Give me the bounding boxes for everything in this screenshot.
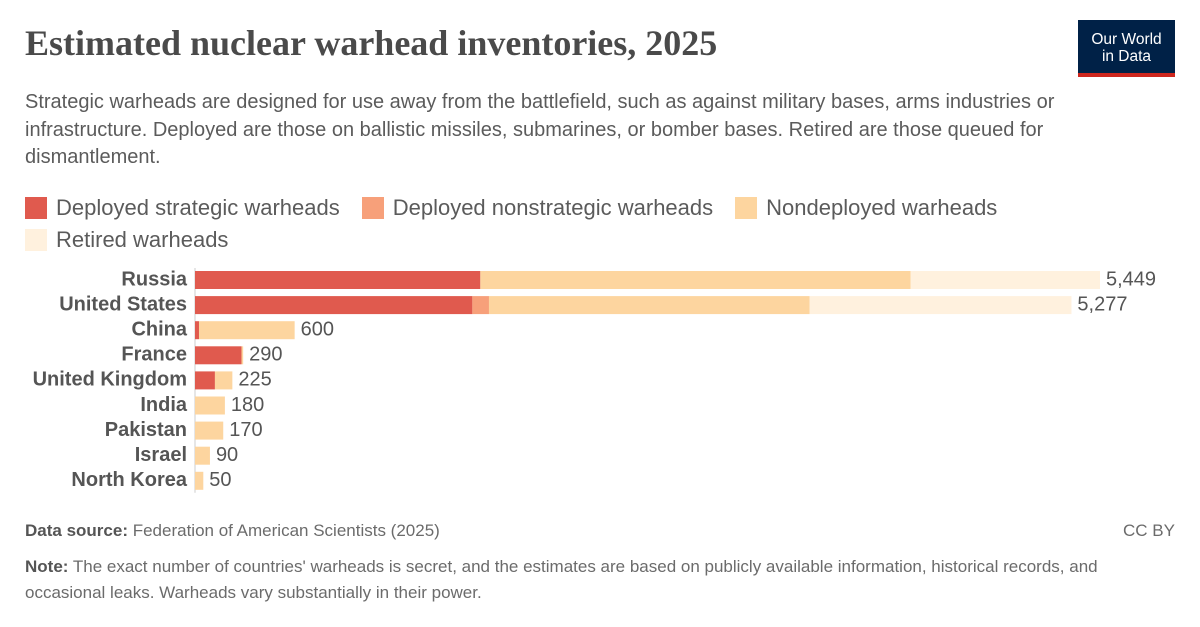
total-label: 170 [229,419,262,441]
source-text: Federation of American Scientists (2025) [132,521,440,540]
bar-segment [195,396,225,415]
category-label: United Kingdom [33,369,187,391]
category-label: Pakistan [105,419,187,441]
total-label: 290 [249,344,282,366]
bar-segment [195,371,215,390]
bar-segment [214,371,233,390]
legend: Deployed strategic warheads Deployed nons… [25,195,1155,253]
chart: Russia 5,449 United States 5,277 China 600 Fra… [33,268,1156,493]
legend-item[interactable]: Retired warheads [25,227,228,253]
legend-item[interactable]: Deployed strategic warheads [25,195,340,221]
bar-segment [195,471,204,490]
total-label: 5,449 [1106,268,1156,290]
legend-label: Deployed strategic warheads [56,195,340,220]
category-label: Russia [121,268,187,290]
logo-line: in Data [1101,48,1152,65]
logo[interactable]: Our World in Data [1078,20,1175,77]
legend-swatch [735,197,758,219]
total-label: 90 [216,444,238,466]
category-label: China [131,318,187,340]
bar-segment [809,296,1072,315]
category-label: Israel [135,444,187,466]
total-label: 5,277 [1077,293,1127,315]
total-label: 180 [231,394,264,416]
bar-segment [195,346,242,365]
bar-segment [480,271,911,289]
bar-segment [195,271,481,289]
legend-swatch [361,197,384,219]
bar-segment [198,321,295,340]
bar-segment [488,296,810,315]
legend-item[interactable]: Nondeployed warheads [735,195,997,221]
legend-item[interactable]: Deployed nonstrategic warheads [361,195,714,221]
bar-segment [195,446,210,465]
category-label: India [140,394,188,416]
license[interactable]: CC BY [1123,521,1175,540]
note: Note: The exact number of countries' war… [25,554,1155,606]
chart-title: Estimated nuclear warhead inventories, 2… [25,23,718,63]
logo-line: Our World [1091,31,1162,48]
source-label: Data source: [25,521,128,540]
bar-segment [241,346,244,365]
total-label: 50 [209,469,231,491]
total-label: 225 [238,369,271,391]
legend-label: Deployed nonstrategic warheads [392,195,714,220]
source: Data source: Federation of American Scie… [25,521,440,541]
legend-swatch [25,197,47,219]
legend-swatch [25,229,47,251]
legend-label: Retired warheads [56,227,229,252]
category-label: France [121,344,187,366]
bar-segment [195,296,473,315]
total-label: 600 [301,318,334,340]
note-label: Note: [25,557,69,576]
bar-segment [472,296,489,315]
bar-segment [195,421,224,440]
category-label: North Korea [71,469,187,491]
note-text: The exact number of countries' warheads … [25,557,1098,602]
category-label: United States [59,293,187,315]
bar-segment [910,271,1100,289]
bar-segment [195,321,199,340]
subtitle: Strategic warheads are designed for use … [25,91,1055,168]
legend-label: Nondeployed warheads [766,195,998,220]
